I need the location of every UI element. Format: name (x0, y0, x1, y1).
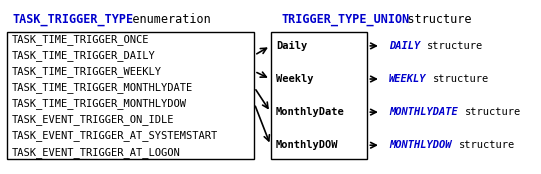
Text: TASK_TIME_TRIGGER_MONTHLYDATE: TASK_TIME_TRIGGER_MONTHLYDATE (12, 82, 193, 93)
Text: MONTHLYDATE: MONTHLYDATE (389, 107, 458, 117)
Text: TASK_TRIGGER_TYPE: TASK_TRIGGER_TYPE (12, 13, 133, 26)
Text: MonthlyDOW: MonthlyDOW (276, 140, 338, 150)
Text: TASK_TIME_TRIGGER_DAILY: TASK_TIME_TRIGGER_DAILY (12, 50, 156, 61)
Text: TASK_TIME_TRIGGER_ONCE: TASK_TIME_TRIGGER_ONCE (12, 34, 150, 45)
Text: MonthlyDate: MonthlyDate (276, 107, 345, 117)
Text: DAILY: DAILY (389, 41, 420, 51)
Text: TASK_EVENT_TRIGGER_ON_IDLE: TASK_EVENT_TRIGGER_ON_IDLE (12, 114, 175, 125)
Text: TASK_EVENT_TRIGGER_AT_LOGON: TASK_EVENT_TRIGGER_AT_LOGON (12, 147, 181, 157)
FancyBboxPatch shape (270, 32, 367, 159)
Text: TASK_TIME_TRIGGER_WEEKLY: TASK_TIME_TRIGGER_WEEKLY (12, 66, 162, 77)
Text: TASK_TIME_TRIGGER_MONTHLYDOW: TASK_TIME_TRIGGER_MONTHLYDOW (12, 98, 187, 109)
FancyBboxPatch shape (7, 32, 254, 159)
Text: MONTHLYDOW: MONTHLYDOW (389, 140, 451, 150)
Text: TASK_EVENT_TRIGGER_AT_SYSTEMSTART: TASK_EVENT_TRIGGER_AT_SYSTEMSTART (12, 130, 219, 141)
Text: structure: structure (427, 41, 483, 51)
Text: Weekly: Weekly (276, 74, 313, 84)
Text: TRIGGER_TYPE_UNION: TRIGGER_TYPE_UNION (281, 13, 410, 26)
Text: WEEKLY: WEEKLY (389, 74, 426, 84)
Text: enumeration: enumeration (111, 13, 210, 26)
Text: Daily: Daily (276, 41, 307, 51)
Text: structure: structure (459, 140, 515, 150)
Text: structure: structure (433, 74, 489, 84)
Text: structure: structure (386, 13, 471, 26)
Text: structure: structure (465, 107, 522, 117)
